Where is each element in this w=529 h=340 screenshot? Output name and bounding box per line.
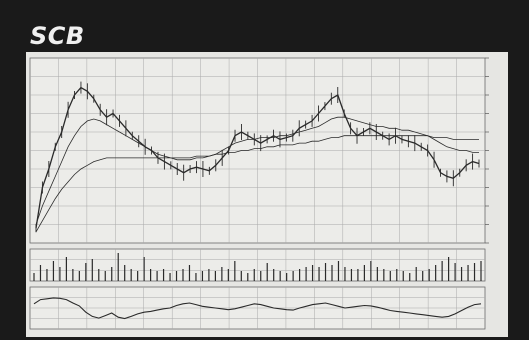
volume-bars: [33, 253, 482, 281]
price-panel: [29, 57, 489, 244]
ticker-label: SCB: [30, 22, 85, 50]
oscillator-panel: [29, 286, 486, 330]
oscillator-grid: [30, 287, 485, 329]
oscillator-line: [33, 297, 482, 320]
price-lines: [35, 81, 480, 233]
stock-chart: [26, 52, 508, 337]
price-series-line-2: [35, 116, 479, 225]
price-axis-ticks: [485, 57, 489, 244]
volume-panel: [29, 248, 486, 282]
oscillator-series-line: [33, 297, 482, 320]
price-series-line-1: [35, 86, 480, 229]
price-series-line-3: [35, 135, 479, 233]
